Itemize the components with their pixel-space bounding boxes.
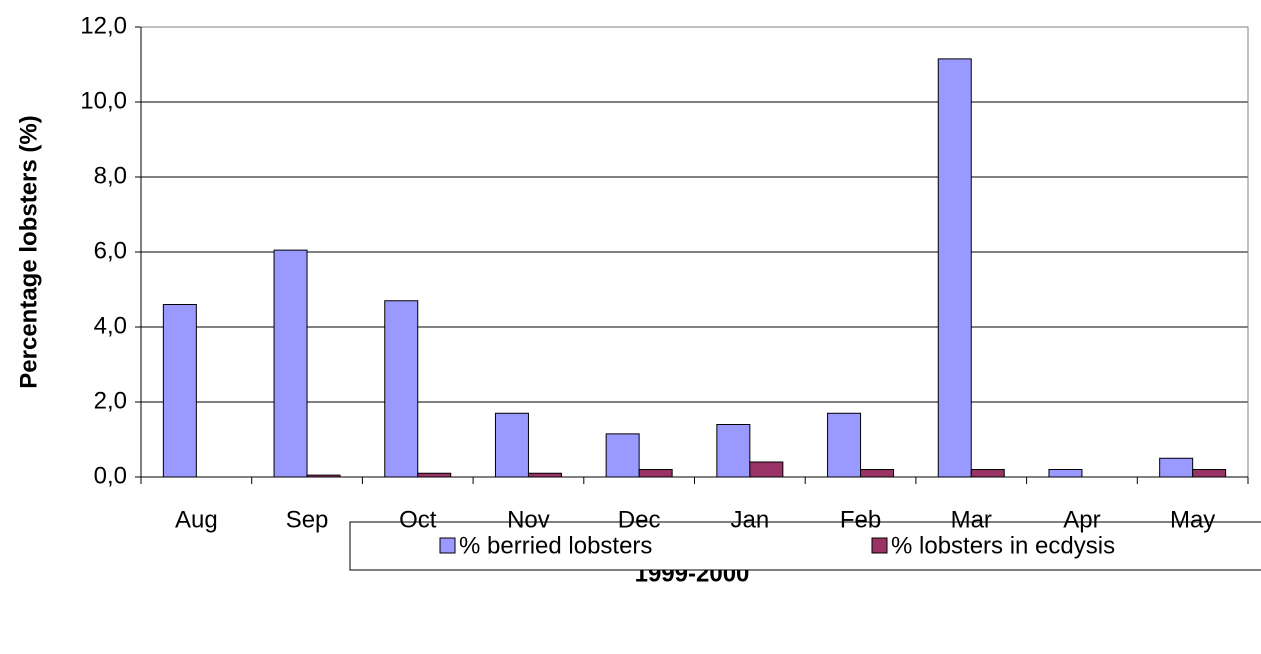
x-tick-label: Jan (730, 506, 769, 533)
bar (749, 461, 784, 478)
y-axis-title: Percentage lobsters (%) (15, 115, 42, 388)
bar (638, 469, 673, 478)
y-tick-label: 10,0 (80, 87, 127, 114)
bar (860, 469, 895, 478)
x-tick-label: May (1170, 506, 1215, 533)
bar (1048, 469, 1083, 478)
x-tick-label: Mar (951, 506, 992, 533)
legend-label: % lobsters in ecdysis (891, 532, 1115, 559)
x-tick-label: Aug (175, 506, 218, 533)
x-tick-label: Dec (618, 506, 661, 533)
bar (1192, 469, 1227, 478)
bar (970, 469, 1005, 478)
x-tick-label: Oct (399, 506, 437, 533)
y-tick-label: 6,0 (94, 237, 127, 264)
legend-swatch (871, 537, 888, 554)
legend-box (349, 521, 1261, 571)
x-tick-label: Apr (1063, 506, 1100, 533)
y-tick-label: 4,0 (94, 312, 127, 339)
legend-label: % berried lobsters (459, 532, 652, 559)
bar (937, 58, 972, 478)
bar (273, 249, 308, 478)
bar (716, 424, 751, 478)
y-tick-label: 0,0 (94, 462, 127, 489)
y-tick-label: 2,0 (94, 387, 127, 414)
y-tick-label: 8,0 (94, 162, 127, 189)
x-tick-label: Nov (507, 506, 550, 533)
y-tick-label: 12,0 (80, 12, 127, 39)
bar (417, 472, 452, 478)
bar (494, 412, 529, 478)
bar (605, 433, 640, 478)
bar (162, 304, 197, 478)
bar (384, 300, 419, 478)
x-tick-label: Sep (286, 506, 329, 533)
bar (1159, 457, 1194, 478)
bar (827, 412, 862, 478)
legend-swatch (439, 537, 456, 554)
x-tick-label: Feb (840, 506, 881, 533)
bar (527, 472, 562, 478)
